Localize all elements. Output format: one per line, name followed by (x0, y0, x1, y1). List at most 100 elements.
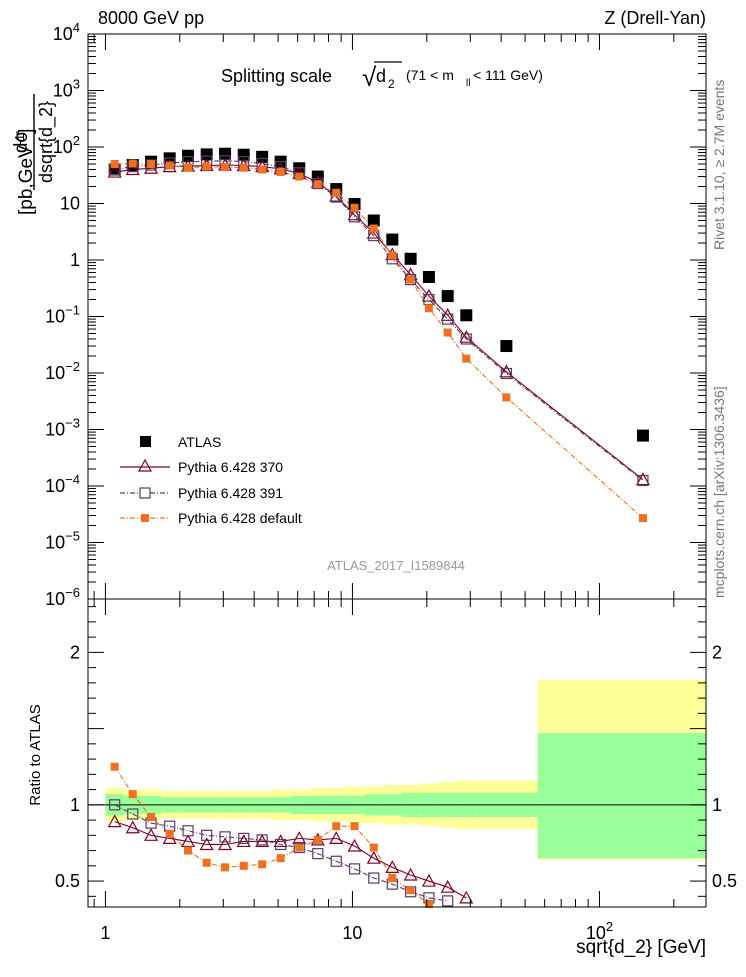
ratio-point-p370 (199, 837, 214, 851)
ratio-point-pdefault (313, 835, 322, 844)
legend-marker-atlas (140, 436, 151, 447)
ratio-tick-label-right: 1 (712, 795, 722, 815)
ratio-point-pdefault (258, 860, 267, 869)
ratio-point-pdefault (110, 762, 119, 771)
ratio-point-pdefault (221, 863, 230, 872)
ratio-point-p370 (236, 834, 251, 848)
legend-marker-pdefault (141, 514, 149, 522)
y-tick-label: 10−5 (45, 529, 80, 553)
plot-title-range-open: (71 < m (406, 67, 454, 83)
ratio-point-pdefault (184, 846, 193, 855)
ratio-bands (105, 679, 706, 860)
data-point-atlas (404, 252, 417, 265)
ylabel-unit-close: ] (16, 128, 37, 133)
y-tick-label: 10 (60, 194, 80, 214)
data-point-pdefault (369, 224, 378, 233)
svg-text:[pb,GeV-1]: [pb,GeV-1] (12, 128, 37, 215)
data-point-p370 (440, 308, 455, 321)
ratio-point-pdefault (388, 874, 397, 883)
ratio-tick-label-right: 0.5 (712, 871, 737, 891)
data-point-p370 (635, 472, 650, 486)
ratio-point-pdefault (406, 886, 415, 895)
data-point-pdefault (332, 188, 341, 197)
ratio-point-p370 (292, 831, 307, 844)
ratio-tick-label-left: 1 (70, 795, 80, 815)
data-point-p391 (405, 273, 417, 286)
legend: ATLAS Pythia 6.428 370 Pythia 6.428 391 … (120, 434, 302, 526)
plot-title-var-sub: 2 (388, 77, 395, 91)
ratio-point-p370 (162, 831, 177, 844)
y-tick-label: 103 (53, 77, 80, 101)
mcplots-label: mcplots.cern.ch [arXiv:1306.3436] (711, 386, 727, 598)
plot-title-range-sub: ll (466, 78, 470, 89)
ylabel-unit-exp: -1 (12, 134, 27, 146)
ratio-point-pdefault (369, 843, 378, 852)
header-right: Z (Drell-Yan) (604, 8, 706, 28)
data-point-pdefault (502, 393, 511, 402)
data-point-p391 (637, 474, 649, 487)
ratio-point-p391 (330, 855, 342, 867)
data-point-pdefault (184, 163, 193, 172)
legend-label-pdefault: Pythia 6.428 default (178, 510, 302, 526)
legend-entry-atlas: ATLAS (140, 434, 221, 450)
data-point-atlas (386, 233, 399, 246)
data-point-pdefault (239, 163, 248, 172)
ratio-point-p391 (312, 848, 324, 860)
data-point-pdefault (202, 162, 211, 171)
data-point-atlas (200, 148, 213, 161)
y-tick-label: 10−4 (45, 472, 80, 496)
ratio-point-p391 (275, 838, 287, 851)
data-point-p370 (421, 288, 436, 302)
ratio-point-p370 (107, 814, 122, 828)
legend-entry-pdefault: Pythia 6.428 default (120, 510, 302, 526)
axis-ticks (88, 33, 706, 907)
ratio-point-pdefault (128, 790, 137, 799)
data-point-pdefault (147, 160, 156, 169)
plot-title: Splitting scale √ d 2 (71 < m ll < 111 G… (221, 61, 543, 92)
ylabel-denominator: dsqrt{d_2} (36, 101, 57, 183)
ratio-point-p370 (181, 834, 196, 848)
ratio-tick-label-left: 2 (70, 642, 80, 662)
ratio-point-p370 (459, 890, 474, 904)
legend-label-atlas: ATLAS (178, 434, 221, 450)
series-line-p391 (114, 160, 644, 481)
data-point-pdefault (443, 328, 452, 337)
ratio-point-pdefault (424, 899, 433, 908)
legend-marker-p370 (137, 458, 153, 472)
x-tick-label: 1 (100, 923, 110, 943)
y-tick-label: 10−3 (45, 416, 80, 440)
ratio-point-p370 (255, 834, 270, 848)
analysis-watermark: ATLAS_2017_I1589844 (327, 558, 465, 573)
data-point-atlas (367, 214, 380, 227)
data-point-pdefault (424, 304, 433, 313)
data-point-atlas (422, 271, 435, 284)
ratio-point-pdefault (350, 822, 359, 831)
ratio-point-pdefault (332, 822, 341, 831)
ratio-point-p391 (201, 829, 213, 841)
ratio-point-p370 (440, 879, 455, 893)
ratio-point-p391 (256, 834, 268, 846)
data-point-atlas (636, 429, 649, 442)
ratio-point-p370 (347, 838, 362, 852)
rivet-label: Rivet 3.1.10, ≥ 2.7M events (711, 80, 727, 250)
ratio-point-p370 (366, 850, 381, 864)
series-line-pdefault (114, 162, 644, 519)
ratio-point-p391 (238, 832, 250, 844)
data-point-p370 (459, 329, 474, 343)
ratio-point-p391 (182, 825, 194, 837)
data-point-atlas (182, 149, 195, 162)
x-tick-label: 102 (586, 919, 613, 943)
main-series-markers (107, 147, 650, 523)
y-tick-label: 10−2 (45, 359, 80, 383)
data-point-atlas (441, 290, 454, 303)
ratio-point-pdefault (276, 854, 285, 863)
data-point-p391 (500, 367, 512, 380)
data-point-pdefault (110, 160, 119, 169)
ratio-tick-label-left: 0.5 (55, 871, 80, 891)
data-point-pdefault (221, 163, 230, 172)
data-point-pdefault (295, 172, 304, 181)
data-point-pdefault (638, 514, 647, 523)
ylabel-unit-open: [pb,GeV (16, 145, 37, 215)
main-y-label: dσ dsqrt{d_2} (11, 94, 57, 190)
